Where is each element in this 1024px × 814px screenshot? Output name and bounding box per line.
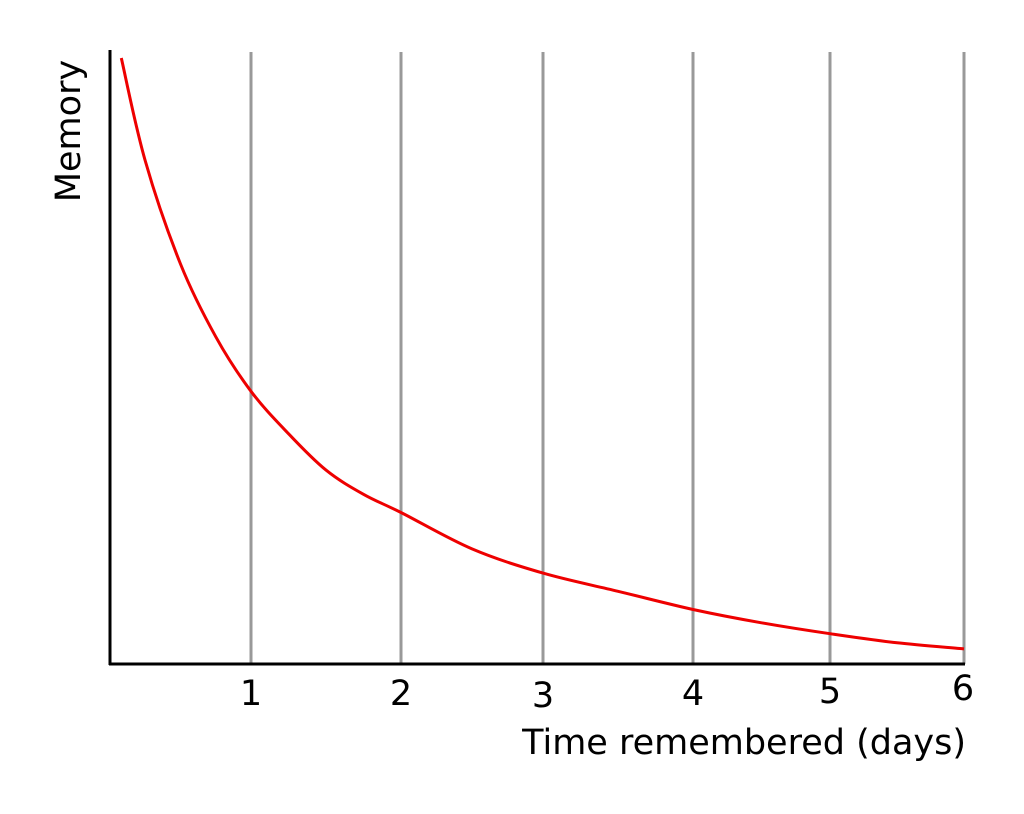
x-tick-labels: 1 2 3 4 5 6 [240,669,974,716]
series-layer [119,57,965,651]
gridlines [249,52,966,664]
x-tick-label-3: 3 [532,676,554,716]
x-axis-title: Time remembered (days) [521,723,966,763]
x-tick-label-2: 2 [390,674,412,714]
x-tick-label-1: 1 [240,674,262,714]
x-tick-label-4: 4 [682,674,704,714]
x-tick-label-5: 5 [819,672,841,712]
x-tick-label-6: 6 [952,669,974,709]
forgetting-curve-line [119,57,965,651]
axes [108,50,965,666]
y-axis-title: Memory [49,60,89,202]
